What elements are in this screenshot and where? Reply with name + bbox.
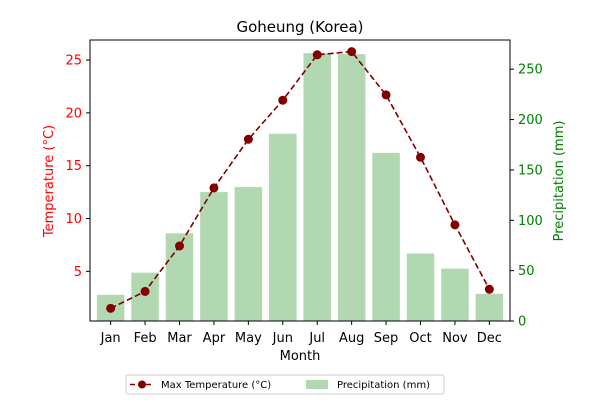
right-tick-label: 250 (518, 63, 543, 78)
left-tick-label: 10 (65, 212, 82, 227)
chart-title: Goheung (Korea) (236, 18, 363, 36)
right-tick-label: 100 (518, 214, 543, 229)
x-tick-label: Jun (272, 331, 293, 346)
legend-label-temperature: Max Temperature (°C) (161, 380, 271, 391)
right-y-axis: 0 50 100 150 200 250 (510, 63, 543, 330)
right-tick-label: 50 (518, 264, 535, 279)
temperature-line (106, 47, 494, 313)
legend: Max Temperature (°C) Precipitation (mm) (125, 374, 445, 395)
precip-bar-oct (406, 253, 435, 321)
temp-point-feb (140, 286, 150, 296)
right-tick-label: 150 (518, 163, 543, 178)
precip-bar-dec (475, 293, 504, 321)
right-tick-label: 0 (518, 315, 526, 330)
x-tick-label: Apr (203, 331, 226, 346)
x-tick-label: May (235, 331, 262, 346)
temp-point-jul (312, 50, 322, 60)
precip-bar-jul (303, 53, 331, 321)
precip-bar-apr (200, 192, 228, 321)
legend-bar-swatch (306, 380, 328, 389)
temp-point-dec (484, 284, 494, 294)
temp-point-nov (450, 220, 460, 230)
precipitation-bars (96, 53, 504, 322)
temp-point-apr (209, 183, 219, 193)
x-tick-label: Aug (339, 331, 364, 346)
temp-point-jan (106, 303, 116, 313)
plot-frame (89, 39, 511, 322)
left-axis-title: Temperature (°C) (42, 125, 57, 238)
left-tick-label: 15 (65, 159, 82, 174)
legend-marker-swatch (138, 380, 146, 389)
legend-box (125, 374, 445, 395)
x-tick-label: Jul (308, 331, 325, 346)
x-tick-label: Jan (100, 331, 121, 346)
temp-point-oct (415, 152, 425, 162)
precip-bar-sep (372, 152, 400, 321)
precip-bar-feb (131, 272, 159, 321)
temp-point-mar (175, 241, 185, 251)
right-axis-title: Precipitation (mm) (552, 121, 567, 242)
x-tick-label: Dec (477, 331, 502, 346)
x-tick-label: Feb (134, 331, 157, 346)
temp-point-may (243, 134, 253, 144)
precip-bar-nov (441, 268, 469, 321)
x-tick-label: Oct (409, 331, 431, 346)
precip-bar-jun (269, 133, 297, 321)
x-tick-label: Mar (167, 331, 192, 346)
temp-point-sep (381, 90, 391, 100)
left-tick-label: 25 (65, 54, 82, 69)
right-tick-label: 200 (518, 113, 543, 128)
x-tick-label: Sep (374, 331, 399, 346)
temperature-series-line (110, 50, 491, 310)
x-axis: Jan Feb Mar Apr May Jun Jul Aug Sep Oct Nov Dec (100, 321, 502, 346)
x-tick-label: Nov (442, 331, 468, 346)
temp-point-aug (347, 47, 357, 57)
precip-bar-may (234, 187, 263, 321)
left-tick-label: 5 (74, 265, 82, 280)
x-axis-title: Month (280, 349, 321, 364)
temp-point-jun (278, 95, 288, 105)
precip-bar-aug (337, 54, 366, 322)
left-y-axis: 5 10 15 20 25 (65, 54, 90, 280)
left-tick-label: 20 (65, 106, 82, 121)
legend-label-precipitation: Precipitation (mm) (337, 380, 430, 391)
